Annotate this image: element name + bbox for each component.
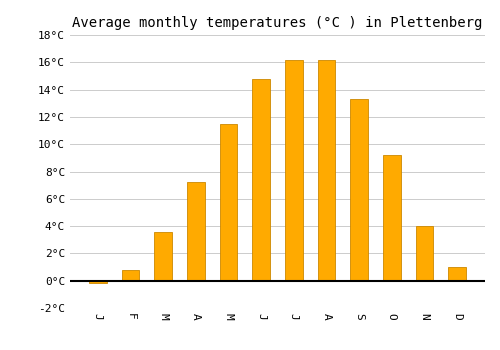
Bar	[220, 124, 238, 281]
Bar	[89, 281, 107, 284]
Bar	[318, 60, 336, 281]
Bar	[448, 267, 466, 281]
Bar	[252, 79, 270, 281]
Bar	[122, 270, 140, 281]
Bar	[350, 99, 368, 281]
Bar	[187, 182, 205, 281]
Bar	[154, 232, 172, 281]
Bar	[416, 226, 434, 281]
Bar	[383, 155, 401, 281]
Bar	[285, 60, 303, 281]
Title: Average monthly temperatures (°C ) in Plettenberg: Average monthly temperatures (°C ) in Pl…	[72, 16, 482, 30]
